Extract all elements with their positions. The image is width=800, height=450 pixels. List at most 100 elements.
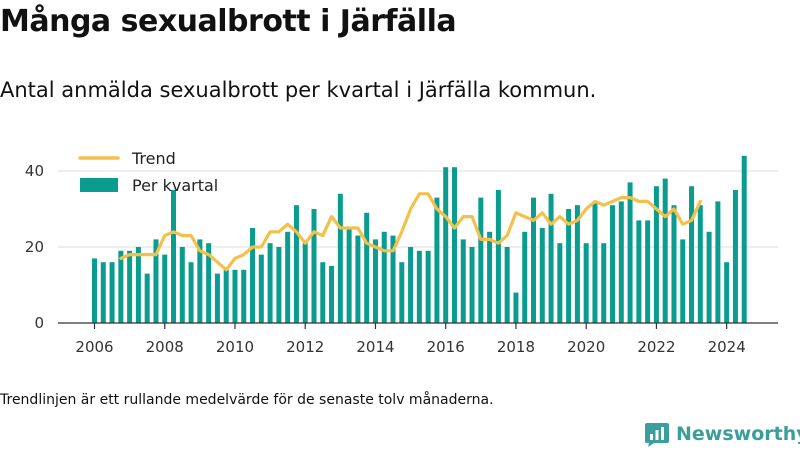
- bar: [364, 212, 370, 323]
- bar: [179, 247, 185, 323]
- newsworthy-logo-icon: [645, 423, 669, 447]
- y-axis-labels: 0 20 40: [25, 162, 44, 332]
- bar: [425, 250, 431, 323]
- bar: [531, 197, 536, 323]
- bar: [381, 231, 387, 323]
- bar: [504, 247, 510, 323]
- bar: [171, 190, 177, 323]
- bar: [741, 155, 747, 323]
- bar: [355, 235, 361, 323]
- bar: [232, 269, 238, 323]
- bar: [223, 269, 229, 323]
- bar: [583, 243, 589, 323]
- bar: [127, 250, 133, 323]
- y-tick-label: 40: [25, 162, 44, 180]
- bar: [162, 254, 168, 323]
- bar: [214, 273, 220, 323]
- bar: [557, 243, 563, 323]
- bar: [451, 167, 457, 323]
- bar: [258, 254, 264, 323]
- bar-series: [92, 155, 747, 323]
- bar: [434, 197, 440, 323]
- y-tick-label: 0: [34, 314, 44, 332]
- bar: [487, 231, 493, 323]
- x-tick-label: 2006: [75, 338, 113, 356]
- chart-title: Många sexualbrott i Järfälla: [0, 4, 457, 39]
- bar: [715, 201, 721, 323]
- bar: [662, 178, 668, 323]
- chart-subtitle: Antal anmälda sexualbrott per kvartal i …: [0, 78, 597, 102]
- bar: [188, 262, 194, 323]
- bar: [320, 262, 326, 323]
- bar: [135, 247, 141, 323]
- bar: [627, 182, 633, 323]
- bar: [478, 197, 484, 323]
- bar: [276, 247, 282, 323]
- bar: [610, 205, 616, 323]
- bar: [592, 201, 598, 323]
- bar: [495, 190, 501, 323]
- bar: [92, 258, 97, 323]
- bar: [408, 247, 414, 323]
- bar: [671, 205, 677, 323]
- bar: [302, 243, 308, 323]
- x-tick-label: 2014: [356, 338, 394, 356]
- bar: [680, 239, 686, 323]
- brand-logo: Newsworthy: [644, 420, 800, 448]
- bar: [241, 269, 247, 323]
- x-axis: 2006 2008 2010 2012 2014 2016 2018 2020 2022 2024: [58, 322, 778, 356]
- bar: [267, 243, 273, 323]
- bar: [539, 228, 545, 323]
- bar: [416, 250, 422, 323]
- bar: [197, 239, 203, 323]
- bar: [372, 239, 378, 323]
- bar: [601, 243, 607, 323]
- trend-line: [119, 192, 702, 272]
- legend: Trend Per kvartal: [78, 149, 218, 195]
- legend-label-per-kvartal: Per kvartal: [132, 176, 218, 195]
- legend-label-trend: Trend: [131, 149, 176, 168]
- bar: [522, 231, 528, 323]
- x-tick-label: 2022: [637, 338, 675, 356]
- x-tick-label: 2018: [497, 338, 535, 356]
- bar: [697, 205, 703, 323]
- legend-swatch-per-kvartal: [80, 178, 118, 192]
- bar: [118, 250, 124, 323]
- bar: [346, 228, 352, 323]
- footnote: Trendlinjen är ett rullande medelvärde f…: [0, 392, 494, 408]
- brand-name: Newsworthy: [676, 423, 800, 445]
- bar: [144, 273, 150, 323]
- bar: [732, 190, 738, 323]
- y-tick-label: 20: [25, 238, 44, 256]
- bar: [469, 247, 475, 323]
- bar: [399, 262, 405, 323]
- bar: [337, 193, 343, 323]
- x-tick-label: 2008: [146, 338, 184, 356]
- bar: [460, 239, 466, 323]
- bar: [109, 262, 115, 323]
- bar: [706, 231, 712, 323]
- bar: [206, 243, 212, 323]
- x-tick-label: 2020: [567, 338, 605, 356]
- bar: [618, 201, 624, 323]
- bar: [285, 231, 291, 323]
- bar: [566, 209, 572, 323]
- bar: [636, 220, 642, 323]
- bar: [689, 186, 695, 323]
- bar: [390, 235, 396, 323]
- bar: [443, 167, 449, 323]
- x-tick-label: 2012: [286, 338, 324, 356]
- bar: [574, 205, 580, 323]
- bar: [293, 205, 299, 323]
- bar: [513, 292, 519, 323]
- x-tick-label: 2024: [708, 338, 746, 356]
- bar: [653, 186, 659, 323]
- trend-series: [119, 192, 702, 272]
- bar: [645, 220, 651, 323]
- x-tick-label: 2016: [427, 338, 465, 356]
- bar: [100, 262, 106, 323]
- bar: [311, 209, 317, 323]
- x-tick-label: 2010: [216, 338, 254, 356]
- bar: [153, 239, 159, 323]
